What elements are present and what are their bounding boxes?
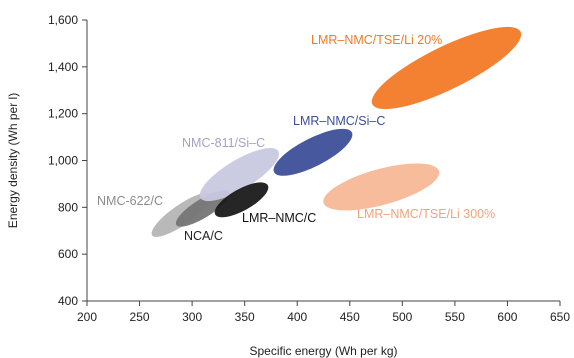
- region-3: [214, 182, 269, 218]
- x-axis-title: Specific energy (Wh per kg): [249, 344, 397, 358]
- region-label-0: NMC-622/C: [97, 194, 163, 208]
- region-2: [199, 148, 280, 202]
- region-label-2: NMC-811/Si–C: [182, 136, 265, 150]
- region-label-6: LMR–NMC/TSE/Li 20%: [311, 33, 442, 47]
- x-tick-label: 550: [445, 310, 465, 324]
- y-tick-label: 1,400: [48, 60, 78, 74]
- region-label-4: LMR–NMC/Si–C: [293, 114, 385, 128]
- chart-regions: [151, 26, 522, 237]
- x-tick-label: 450: [340, 310, 360, 324]
- chart-axes: 200 250 300 350 400 450 500 550 600 650 400 600 800…: [48, 13, 570, 324]
- y-tick-label: 1,600: [48, 13, 78, 27]
- x-tick-label: 500: [392, 310, 412, 324]
- y-axis-title: Energy density (Wh per l): [6, 93, 20, 228]
- x-tick-label: 350: [235, 310, 255, 324]
- y-tick-label: 800: [58, 200, 78, 214]
- y-axis-ticks: 400 600 800 1,000 1,200 1,400 1,600: [48, 13, 87, 308]
- y-tick-label: 600: [58, 247, 78, 261]
- region-6: [371, 26, 522, 110]
- region-label-3: LMR–NMC/C: [242, 211, 316, 225]
- y-tick-label: 400: [58, 294, 78, 308]
- x-tick-label: 250: [130, 310, 150, 324]
- x-axis-ticks: 200 250 300 350 400 450 500 550 600 650: [77, 301, 570, 324]
- y-tick-label: 1,200: [48, 107, 78, 121]
- x-tick-label: 650: [550, 310, 570, 324]
- y-tick-label: 1,000: [48, 154, 78, 168]
- region-labels: NMC-622/C NCA/C NMC-811/Si–C LMR–NMC/C LMR–N…: [97, 33, 495, 243]
- region-label-5: LMR–NMC/TSE/Li 300%: [357, 207, 495, 221]
- x-tick-label: 200: [77, 310, 97, 324]
- x-tick-label: 600: [497, 310, 517, 324]
- region-4: [273, 128, 353, 176]
- region-5: [323, 163, 440, 211]
- x-tick-label: 300: [182, 310, 202, 324]
- x-tick-label: 400: [287, 310, 307, 324]
- region-label-1: NCA/C: [184, 229, 223, 243]
